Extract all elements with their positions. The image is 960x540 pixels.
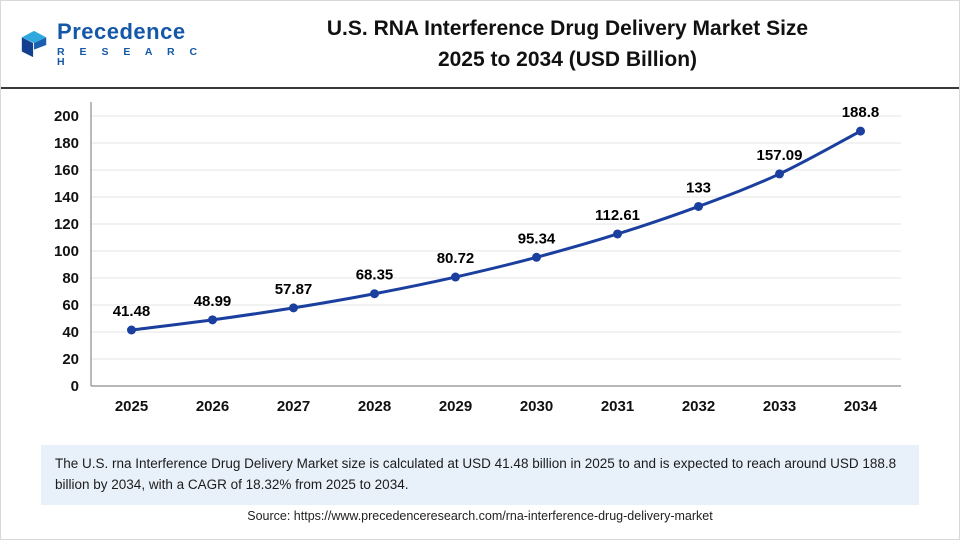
x-axis-label: 2034 <box>844 398 878 415</box>
data-label: 112.61 <box>595 207 640 224</box>
y-axis-tick: 40 <box>62 324 79 341</box>
x-axis-label: 2029 <box>439 398 472 415</box>
data-label: 80.72 <box>437 250 475 267</box>
title-line-2: 2025 to 2034 (USD Billion) <box>437 48 698 71</box>
y-axis-tick: 200 <box>54 108 79 125</box>
x-axis-label: 2031 <box>601 398 634 415</box>
y-axis-tick: 20 <box>62 351 79 368</box>
data-label: 68.35 <box>356 267 394 284</box>
summary-note: The U.S. rna Interference Drug Delivery … <box>41 445 919 505</box>
precedence-research-logo: Precedence R E S E A R C H <box>1 18 206 68</box>
data-label: 157.09 <box>757 147 803 164</box>
data-point <box>208 315 217 325</box>
data-label: 41.48 <box>113 303 151 320</box>
page-title: U.S. RNA Interference Drug Delivery Mark… <box>206 13 959 76</box>
logo-name: Precedence <box>57 18 186 44</box>
y-axis-tick: 160 <box>54 162 79 179</box>
data-label: 48.99 <box>194 293 232 310</box>
data-label: 57.87 <box>275 281 313 298</box>
data-label: 188.8 <box>842 104 880 121</box>
summary-note-text: The U.S. rna Interference Drug Delivery … <box>55 456 897 492</box>
data-point <box>451 272 460 282</box>
source-citation: Source: https://www.precedenceresearch.c… <box>247 509 713 523</box>
data-point <box>289 303 298 313</box>
x-axis-label: 2027 <box>277 398 310 415</box>
y-axis-tick: 100 <box>54 243 79 260</box>
data-point <box>775 169 784 179</box>
x-axis-label: 2025 <box>115 398 148 415</box>
y-axis-tick: 60 <box>62 297 79 314</box>
series-line <box>130 129 862 332</box>
x-axis-label: 2030 <box>520 398 553 415</box>
y-axis-tick: 80 <box>62 270 79 287</box>
logo-subtitle: R E S E A R C H <box>57 45 204 68</box>
data-point <box>613 229 622 239</box>
x-axis-label: 2028 <box>358 398 391 415</box>
data-point <box>694 201 703 211</box>
y-axis-tick: 120 <box>54 216 79 233</box>
y-axis-tick: 0 <box>71 378 79 395</box>
market-size-line-chart: 0 20 40 60 80 100 120 140 160 180 200 2025 2026 2027 2… <box>54 102 901 415</box>
header: Precedence R E S E A R C H U.S. RNA Inte… <box>1 1 959 89</box>
x-axis-label: 2032 <box>682 398 715 415</box>
y-axis-tick: 140 <box>54 189 79 206</box>
logo-icon <box>21 30 47 58</box>
data-point <box>856 126 865 136</box>
data-point <box>532 252 541 262</box>
title-line-1: U.S. RNA Interference Drug Delivery Mark… <box>326 16 809 40</box>
data-label: 133 <box>686 179 711 196</box>
logo-text: Precedence R E S E A R C H <box>57 18 206 68</box>
x-axis-label: 2026 <box>196 398 229 415</box>
data-point <box>370 289 379 299</box>
data-label: 95.34 <box>518 230 556 247</box>
data-point <box>127 325 136 335</box>
x-axis-label: 2033 <box>763 398 796 415</box>
y-axis-tick: 180 <box>54 135 79 152</box>
